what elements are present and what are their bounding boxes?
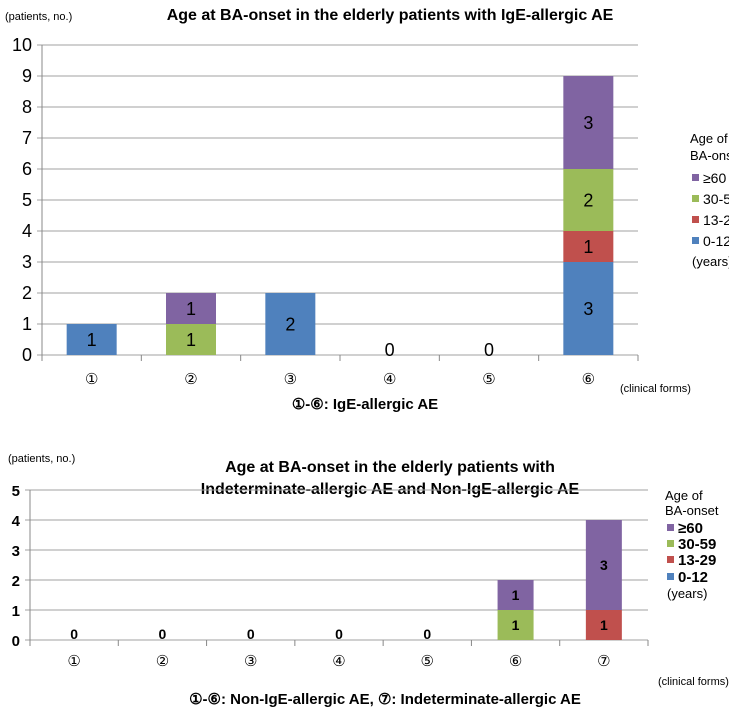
x-tick-label: ③ bbox=[244, 653, 257, 670]
y-tick-label: 8 bbox=[22, 97, 32, 117]
data-label-zero: 0 bbox=[484, 340, 494, 360]
x-tick-label: ⑥ bbox=[509, 653, 522, 670]
data-label: 1 bbox=[186, 299, 196, 319]
y-tick-label: 1 bbox=[12, 603, 20, 620]
x-tick-label: ④ bbox=[383, 371, 396, 388]
data-label: 3 bbox=[583, 299, 593, 319]
bar-segment-30-59 bbox=[497, 610, 534, 640]
legend-item-label: 13-29 bbox=[703, 212, 729, 228]
bar-segment-0-12 bbox=[66, 324, 117, 355]
data-label: 1 bbox=[512, 587, 520, 603]
data-label: 2 bbox=[285, 314, 295, 334]
bar-segment-13-29 bbox=[585, 610, 622, 640]
y-tick-label: 4 bbox=[22, 221, 32, 241]
y-tick-label: 0 bbox=[22, 345, 32, 365]
y-tick-label: 9 bbox=[22, 66, 32, 86]
bar-segment-13-29 bbox=[563, 231, 614, 262]
bar-segment-≥60 bbox=[585, 520, 622, 610]
legend: Age of BA-onset ≥60 30-59 13-29 0-12 (years) bbox=[690, 131, 729, 269]
legend-title-line2: BA-onset bbox=[665, 503, 719, 518]
data-label: 2 bbox=[583, 190, 593, 210]
data-label: 1 bbox=[186, 330, 196, 350]
bar-segment-≥60 bbox=[563, 76, 614, 169]
legend-swatch-≥60 bbox=[692, 174, 699, 181]
legend-swatch-≥60 bbox=[667, 524, 674, 531]
y-axis-label: (patients, no.) bbox=[8, 453, 75, 465]
legend-title: Age of bbox=[665, 488, 703, 503]
x-tick-label: ④ bbox=[332, 653, 345, 670]
legend-item-label: 0-12 bbox=[678, 569, 708, 586]
bar-segment-30-59 bbox=[166, 324, 216, 355]
chart-1: Age at BA-onset in the elderly patients … bbox=[5, 7, 729, 413]
data-label: 3 bbox=[600, 557, 608, 573]
x-tick-label: ① bbox=[85, 371, 98, 388]
bar-segment-0-12 bbox=[265, 293, 316, 355]
y-tick-label: 1 bbox=[22, 314, 32, 334]
x-tick-label: ⑤ bbox=[421, 653, 434, 670]
legend-item-label: ≥60 bbox=[678, 520, 703, 537]
data-label: 1 bbox=[512, 617, 520, 633]
x-tick-label: ② bbox=[184, 371, 197, 388]
bar-segment-≥60 bbox=[166, 293, 216, 324]
chart-2: Age at BA-onset in the elderly patients … bbox=[8, 453, 729, 708]
legend-swatch-13-29 bbox=[692, 216, 699, 223]
legend-item-label: 30-59 bbox=[678, 536, 716, 553]
y-tick-label: 10 bbox=[12, 35, 32, 55]
legend-item-label: 13-29 bbox=[678, 552, 716, 569]
y-tick-label: 4 bbox=[12, 513, 21, 530]
x-tick-label: ③ bbox=[284, 371, 297, 388]
y-tick-label: 0 bbox=[12, 633, 20, 650]
data-label-zero: 0 bbox=[159, 626, 167, 642]
legend-swatch-0-12 bbox=[692, 237, 699, 244]
y-tick-label: 3 bbox=[12, 543, 20, 560]
legend-swatch-13-29 bbox=[667, 556, 674, 563]
legend-item-label: 30-59 bbox=[703, 191, 729, 207]
chart-title: Age at BA-onset in the elderly patients … bbox=[167, 7, 614, 24]
y-tick-label: 3 bbox=[22, 252, 32, 272]
data-label-zero: 0 bbox=[423, 626, 431, 642]
y-tick-label: 2 bbox=[12, 573, 20, 590]
chart-title: Age at BA-onset in the elderly patients … bbox=[225, 459, 555, 476]
data-label: 1 bbox=[583, 237, 593, 257]
y-axis-label: (patients, no.) bbox=[5, 11, 72, 23]
legend-unit: (years) bbox=[692, 254, 729, 269]
legend-title-line2: BA-onset bbox=[690, 148, 729, 163]
data-label: 1 bbox=[87, 330, 97, 350]
footnote: ①-⑥: IgE-allergic AE bbox=[292, 396, 438, 413]
x-tick-label: ① bbox=[67, 653, 80, 670]
data-label-zero: 0 bbox=[385, 340, 395, 360]
legend-swatch-30-59 bbox=[692, 195, 699, 202]
y-tick-label: 7 bbox=[22, 128, 32, 148]
y-tick-label: 6 bbox=[22, 159, 32, 179]
y-tick-label: 5 bbox=[12, 483, 20, 500]
data-label-zero: 0 bbox=[70, 626, 78, 642]
bar-segment-≥60 bbox=[497, 580, 534, 610]
x-axis-label: (clinical forms) bbox=[620, 383, 691, 395]
y-tick-label: 5 bbox=[22, 190, 32, 210]
footnote: ①-⑥: Non-IgE-allergic AE, ⑦: Indetermina… bbox=[189, 691, 581, 708]
y-tick-label: 2 bbox=[22, 283, 32, 303]
data-label-zero: 0 bbox=[247, 626, 255, 642]
x-tick-label: ⑤ bbox=[482, 371, 495, 388]
bar-segment-30-59 bbox=[563, 169, 614, 231]
legend-item-label: ≥60 bbox=[703, 170, 726, 186]
data-label: 3 bbox=[583, 113, 593, 133]
data-label-zero: 0 bbox=[335, 626, 343, 642]
legend-item-label: 0-12 bbox=[703, 233, 729, 249]
x-tick-label: ② bbox=[156, 653, 169, 670]
x-tick-label: ⑦ bbox=[597, 653, 610, 670]
x-tick-label: ⑥ bbox=[582, 371, 595, 388]
legend-swatch-30-59 bbox=[667, 540, 674, 547]
bar-segment-0-12 bbox=[563, 262, 614, 355]
legend-unit: (years) bbox=[667, 586, 707, 601]
data-label: 1 bbox=[600, 617, 608, 633]
legend-swatch-0-12 bbox=[667, 573, 674, 580]
x-axis-label: (clinical forms) bbox=[658, 676, 729, 688]
legend-title: Age of bbox=[690, 131, 728, 146]
